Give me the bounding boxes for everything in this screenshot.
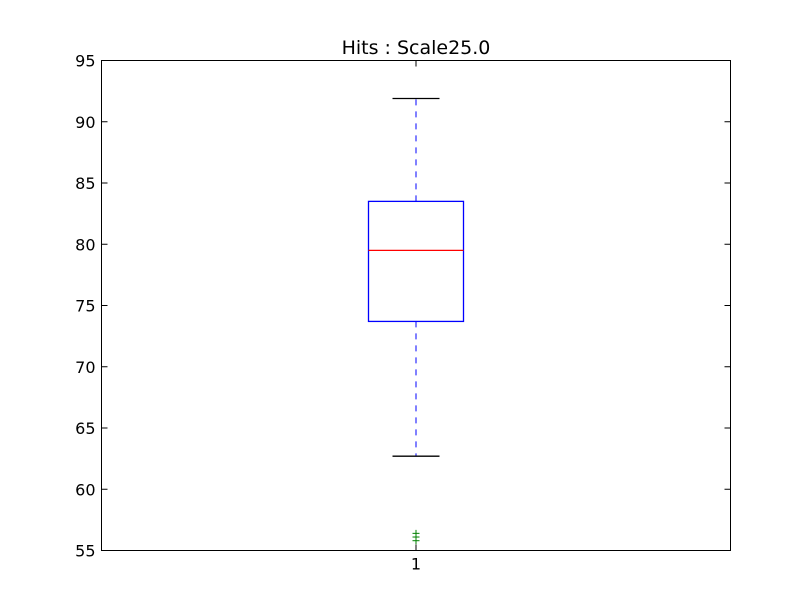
plot-area bbox=[367, 97, 465, 545]
y-tick-label: 55 bbox=[75, 542, 95, 561]
y-tick-label: 85 bbox=[75, 174, 95, 193]
y-tick-label: 60 bbox=[75, 480, 95, 499]
y-tick-label: 95 bbox=[75, 52, 95, 71]
y-tick-label: 90 bbox=[75, 113, 95, 132]
y-tick-label: 80 bbox=[75, 235, 95, 254]
chart-title: Hits : Scale25.0 bbox=[342, 37, 491, 59]
x-tick-label: 1 bbox=[411, 555, 421, 574]
y-tick-label: 75 bbox=[75, 297, 95, 316]
outlier-point bbox=[412, 529, 420, 537]
axis-ticks: 55 60 65 70 75 80 85 90 95 1 bbox=[75, 52, 731, 574]
iqr-box bbox=[367, 200, 465, 323]
y-tick-label: 65 bbox=[75, 419, 95, 438]
axes-frame bbox=[101, 60, 731, 551]
y-tick-label: 70 bbox=[75, 358, 95, 377]
